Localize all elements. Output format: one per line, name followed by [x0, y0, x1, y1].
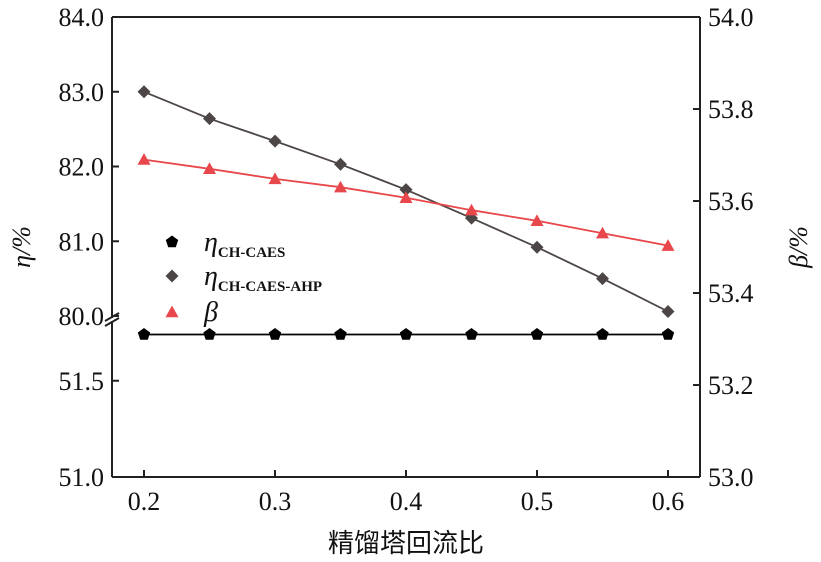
legend-label-main: β	[203, 297, 218, 328]
data-point	[137, 328, 151, 340]
left-tick-label: 83.0	[59, 78, 105, 107]
legend-label-main: η	[204, 227, 218, 258]
series-0	[137, 328, 675, 340]
data-point	[530, 328, 544, 340]
data-point	[137, 153, 151, 165]
left-tick-label: 80.0	[59, 302, 105, 331]
left-tick-label: 81.0	[59, 227, 105, 256]
legend-label: ηCH-CAES	[204, 227, 285, 261]
left-tick-label: 82.0	[59, 153, 105, 182]
data-point	[203, 162, 216, 174]
data-point	[399, 183, 413, 197]
data-point	[596, 328, 609, 340]
data-point	[268, 172, 282, 185]
data-point	[465, 328, 478, 340]
series-2	[137, 153, 675, 251]
data-point	[399, 328, 413, 340]
right-tick-label: 53.8	[708, 95, 754, 124]
data-point	[530, 214, 544, 226]
data-point	[530, 240, 544, 254]
x-tick-label: 0.2	[128, 487, 161, 516]
x-tick-label: 0.3	[259, 487, 292, 516]
data-point	[399, 191, 413, 203]
legend-marker	[165, 235, 179, 248]
data-point	[268, 134, 282, 148]
data-point	[661, 328, 675, 340]
left-axis-title: η/%	[7, 226, 36, 268]
labels: 80.0 81.0 82.0 83.0 84.0 51.0 51.5 53.0 53.2 53.4…	[7, 3, 813, 559]
axis-break-mark	[104, 317, 120, 327]
right-tick-label: 54.0	[708, 3, 754, 32]
data-point	[137, 85, 151, 99]
left-tick-label: 51.0	[59, 463, 105, 492]
data-point	[661, 239, 675, 251]
x-tick-label: 0.6	[652, 487, 685, 516]
data-point	[596, 272, 609, 286]
axes	[104, 16, 701, 478]
right-tick-label: 53.6	[708, 187, 754, 216]
legend-marker	[165, 305, 179, 318]
series-1	[137, 85, 675, 319]
right-tick-label: 53.4	[708, 279, 754, 308]
left-tick-label: 51.5	[59, 367, 105, 396]
right-tick-label: 53.2	[708, 371, 754, 400]
x-tick-label: 0.5	[521, 487, 554, 516]
right-tick-label: 53.0	[708, 463, 754, 492]
legend-label-subscript: CH-CAES	[218, 245, 286, 261]
data-point	[268, 328, 282, 340]
legend-label-main: η	[204, 261, 218, 292]
data-point	[203, 112, 216, 126]
left-tick-label: 84.0	[59, 3, 105, 32]
x-axis-title: 精馏塔回流比	[328, 529, 484, 559]
legend-label: ηCH-CAES-AHP	[204, 261, 322, 295]
data-point	[465, 203, 478, 216]
data-point	[334, 157, 347, 171]
data-point	[334, 328, 347, 340]
x-tick-label: 0.4	[390, 487, 423, 516]
data-point	[203, 328, 216, 340]
legend-label-subscript: CH-CAES-AHP	[218, 279, 322, 295]
legend-marker	[165, 269, 179, 283]
data-point	[334, 180, 347, 193]
data-point	[661, 305, 675, 319]
right-axis-title: β/%	[784, 226, 813, 269]
series-layer	[137, 85, 675, 340]
data-point	[596, 226, 609, 239]
legend-label: β	[203, 297, 218, 328]
